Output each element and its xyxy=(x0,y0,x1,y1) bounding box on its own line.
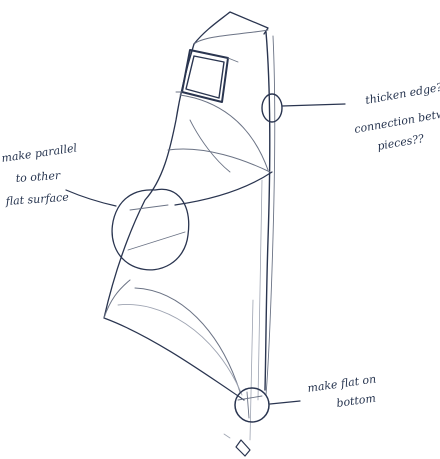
annotation-left-line-1: make parallel xyxy=(1,141,79,165)
annotation-left: make parallel to other flat surface xyxy=(1,141,79,208)
annotation-top-right: thicken edge? connection between pieces?… xyxy=(353,81,440,153)
bottom-circle-marker xyxy=(234,387,270,423)
left-circle-marker xyxy=(111,188,190,271)
right-edge-line xyxy=(264,31,271,391)
lower-curve-outer xyxy=(103,317,245,401)
leader-line-left xyxy=(65,189,117,207)
annotation-top-right-line-1: thicken edge? xyxy=(364,81,440,107)
middle-fold-line xyxy=(189,119,231,173)
lower-left-edge xyxy=(103,279,131,319)
vertical-guide-line-2 xyxy=(249,299,254,441)
annotation-bottom-right: make flat on bottom xyxy=(307,372,377,410)
annotation-left-line-2: to other xyxy=(15,169,61,185)
edge-loop-marker xyxy=(261,93,283,123)
middle-curve-upper xyxy=(179,94,269,171)
top-cap xyxy=(193,11,269,45)
annotation-bottom-right-line-2: bottom xyxy=(336,392,377,410)
annotation-left-line-3: flat surface xyxy=(4,191,69,208)
left-edge-line xyxy=(103,43,195,319)
bottom-block-detail xyxy=(223,433,251,457)
lower-curve-faint xyxy=(117,304,243,396)
annotation-top-right-line-2: connection between xyxy=(353,104,440,136)
vertical-guide-line xyxy=(257,179,263,401)
middle-curve-lower xyxy=(167,148,271,173)
leader-line-top-right xyxy=(281,103,346,107)
annotation-bottom-right-line-1: make flat on xyxy=(307,372,377,395)
top-face xyxy=(193,29,269,45)
diagonal-face-line xyxy=(174,171,273,206)
square-window-detail xyxy=(175,49,239,103)
annotation-top-right-line-3: pieces?? xyxy=(376,132,425,153)
right-edge-line-inner xyxy=(265,35,276,396)
lower-curve-inner xyxy=(134,287,241,393)
leader-line-bottom-right xyxy=(269,400,301,405)
